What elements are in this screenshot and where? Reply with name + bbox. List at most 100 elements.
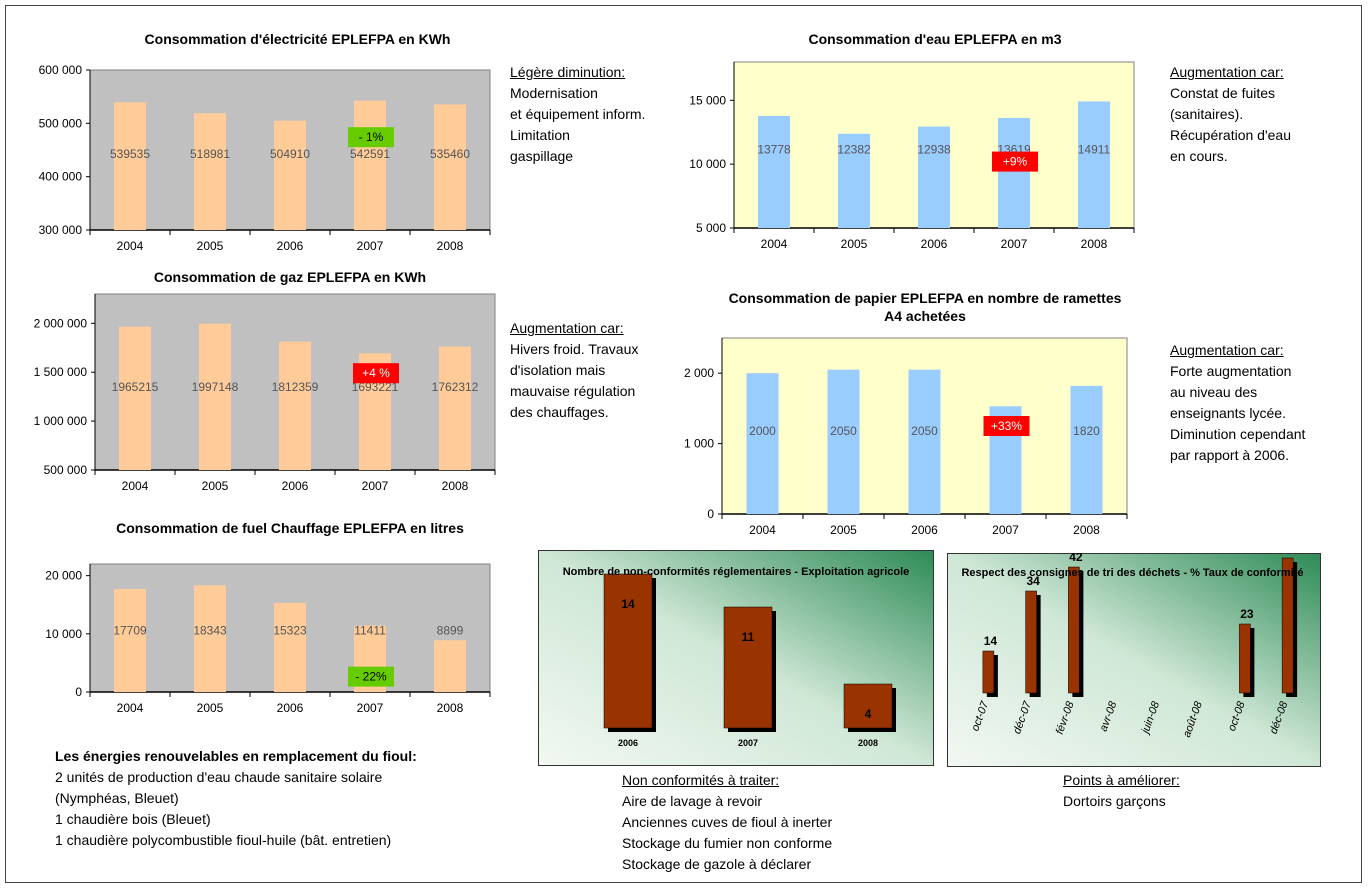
- change-badge-label: - 22%: [355, 670, 387, 684]
- x-tick-label: 2004: [117, 239, 144, 253]
- data-label: 15323: [273, 623, 307, 637]
- papier-note: Augmentation car: Forte augmentation au …: [1170, 340, 1305, 466]
- x-tick-label: 2006: [921, 237, 948, 251]
- data-label: 13778: [757, 142, 791, 156]
- bar: [998, 117, 1030, 228]
- x-tick-label: 2006: [277, 701, 304, 715]
- eau-note-heading: Augmentation car:: [1170, 64, 1284, 80]
- data-label: 1820: [1073, 424, 1100, 438]
- x-tick-label: 2007: [992, 523, 1019, 537]
- x-tick-label: 2005: [197, 239, 224, 253]
- eau-chart-title: Consommation d'eau EPLEFPA en m3: [808, 31, 1062, 47]
- bar: [982, 650, 995, 694]
- gaz-note: Augmentation car: Hivers froid. Travaux …: [510, 318, 638, 423]
- bar: [918, 126, 950, 228]
- gaz-note-line: mauvaise régulation: [510, 383, 636, 399]
- bar: [274, 120, 306, 230]
- nonconf-note-line: Stockage de gazole à déclarer: [622, 856, 812, 872]
- data-label: 535460: [430, 147, 470, 161]
- y-tick-label: 15 000: [689, 93, 726, 107]
- y-tick-label: 1 000: [684, 437, 714, 451]
- data-label: 12382: [837, 142, 871, 156]
- x-tick-label: 2008: [858, 738, 878, 748]
- nonconf-note-line: Aire de lavage à revoir: [622, 793, 763, 809]
- data-label: 2000: [749, 424, 776, 438]
- bar: [746, 373, 779, 514]
- y-tick-label: 400 000: [39, 170, 83, 184]
- y-tick-label: 10 000: [689, 157, 726, 171]
- change-badge-label: +33%: [991, 419, 1022, 433]
- renewables-line: (Nymphéas, Bleuet): [55, 790, 179, 806]
- data-label: 14: [621, 597, 635, 611]
- nonconf-chart-title: Nombre de non-conformités réglementaires…: [562, 566, 910, 578]
- elec-note-heading: Légère diminution:: [510, 64, 626, 80]
- renewables-note: Les énergies renouvelables en remplaceme…: [55, 746, 417, 851]
- x-tick-label: 2005: [197, 701, 224, 715]
- nonconf-note-line: Stockage du fumier non conforme: [622, 835, 833, 851]
- data-label: 11: [742, 630, 755, 644]
- data-label: 34: [1026, 574, 1040, 588]
- elec-note-line: gaspillage: [510, 148, 574, 164]
- bar: [1070, 385, 1103, 514]
- gaz-chart-title: Consommation de gaz EPLEFPA en KWh: [153, 269, 427, 285]
- change-badge-label: +4 %: [362, 366, 390, 380]
- renewables-line: 2 unités de production d'eau chaude sani…: [55, 769, 383, 785]
- data-label: 18343: [193, 623, 227, 637]
- y-tick-label: 2 000 000: [34, 316, 88, 330]
- bar: [119, 326, 151, 470]
- nonconf-note-line: Anciennes cuves de fioul à inerter: [622, 814, 833, 830]
- data-label: 1693221: [352, 380, 399, 394]
- bar: [114, 588, 146, 692]
- gaz-note-line: des chauffages.: [510, 404, 609, 420]
- data-label: 504910: [270, 147, 310, 161]
- eau-chart: 5 000 10 000 15 000 13778 2004 12382 2005 12938…: [689, 61, 1135, 251]
- y-tick-label: 0: [75, 685, 82, 699]
- bar: [1068, 566, 1080, 694]
- x-tick-label: 2005: [841, 237, 868, 251]
- x-tick-label: 2004: [122, 479, 149, 493]
- x-tick-label: 2007: [357, 701, 384, 715]
- renewables-heading: Les énergies renouvelables en remplaceme…: [55, 748, 417, 764]
- data-label: 11411: [354, 623, 386, 637]
- data-label: 1812359: [272, 380, 319, 394]
- change-badge: [348, 666, 394, 687]
- y-tick-label: 500 000: [44, 463, 88, 477]
- bar: [1281, 557, 1294, 694]
- bar: [354, 100, 386, 230]
- bar: [274, 602, 306, 692]
- nonconf-note-heading: Non conformités à traiter:: [622, 772, 780, 788]
- bar: [1025, 590, 1037, 694]
- change-badge-label: +9%: [1003, 155, 1028, 169]
- bar: [1239, 623, 1251, 694]
- data-label: 518981: [190, 147, 230, 161]
- x-tick-label: 2006: [618, 738, 638, 748]
- y-tick-label: 1 500 000: [34, 365, 88, 379]
- bar: [279, 341, 311, 470]
- x-tick-label: 2006: [282, 479, 309, 493]
- bar: [723, 606, 773, 729]
- tri-note-heading: Points à améliorer:: [1063, 772, 1180, 788]
- fuel-chart: 0 10 000 20 000 17709 2004 18343 2005 15323 2006…: [45, 563, 491, 715]
- renewables-line: 1 chaudière bois (Bleuet): [55, 811, 211, 827]
- data-label: 14911: [1078, 142, 1111, 156]
- tri-note-line: Dortoirs garçons: [1063, 793, 1166, 809]
- data-label: 1965215: [112, 380, 159, 394]
- data-label: 8899: [437, 623, 464, 637]
- y-tick-label: 1 000 000: [34, 414, 88, 428]
- change-badge: [348, 127, 394, 148]
- bar: [603, 573, 653, 729]
- change-badge: [353, 363, 399, 384]
- x-tick-label: 2008: [1081, 237, 1108, 251]
- data-label: 1762312: [432, 380, 479, 394]
- papier-note-line: par rapport à 2006.: [1170, 447, 1290, 463]
- bar: [838, 133, 870, 228]
- bar: [114, 102, 146, 230]
- y-tick-label: 2 000: [684, 366, 714, 380]
- y-tick-label: 0: [707, 507, 714, 521]
- change-badge: [983, 416, 1030, 436]
- nonconf-chart: 14 2006 11 2007 4 2008: [538, 550, 934, 766]
- data-label: 17709: [113, 623, 147, 637]
- papier-note-line: Diminution cependant: [1170, 426, 1306, 442]
- x-tick-label: 2006: [277, 239, 304, 253]
